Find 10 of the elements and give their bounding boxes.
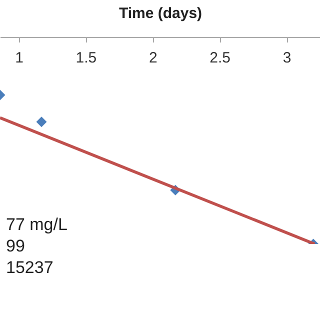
x-axis-title: Time (days) xyxy=(118,5,202,22)
x-tick-label: 3 xyxy=(282,50,292,66)
x-tick-label: 2.5 xyxy=(210,50,231,66)
point xyxy=(36,116,47,128)
x-tick-label: 1 xyxy=(15,50,24,66)
x-tick-label: 1.5 xyxy=(76,50,97,66)
text: 15237 xyxy=(6,258,54,277)
annotation: 99 xyxy=(6,236,25,256)
annotation: 77 mg/L xyxy=(6,215,68,234)
x-tick-label: 2 xyxy=(148,50,158,66)
